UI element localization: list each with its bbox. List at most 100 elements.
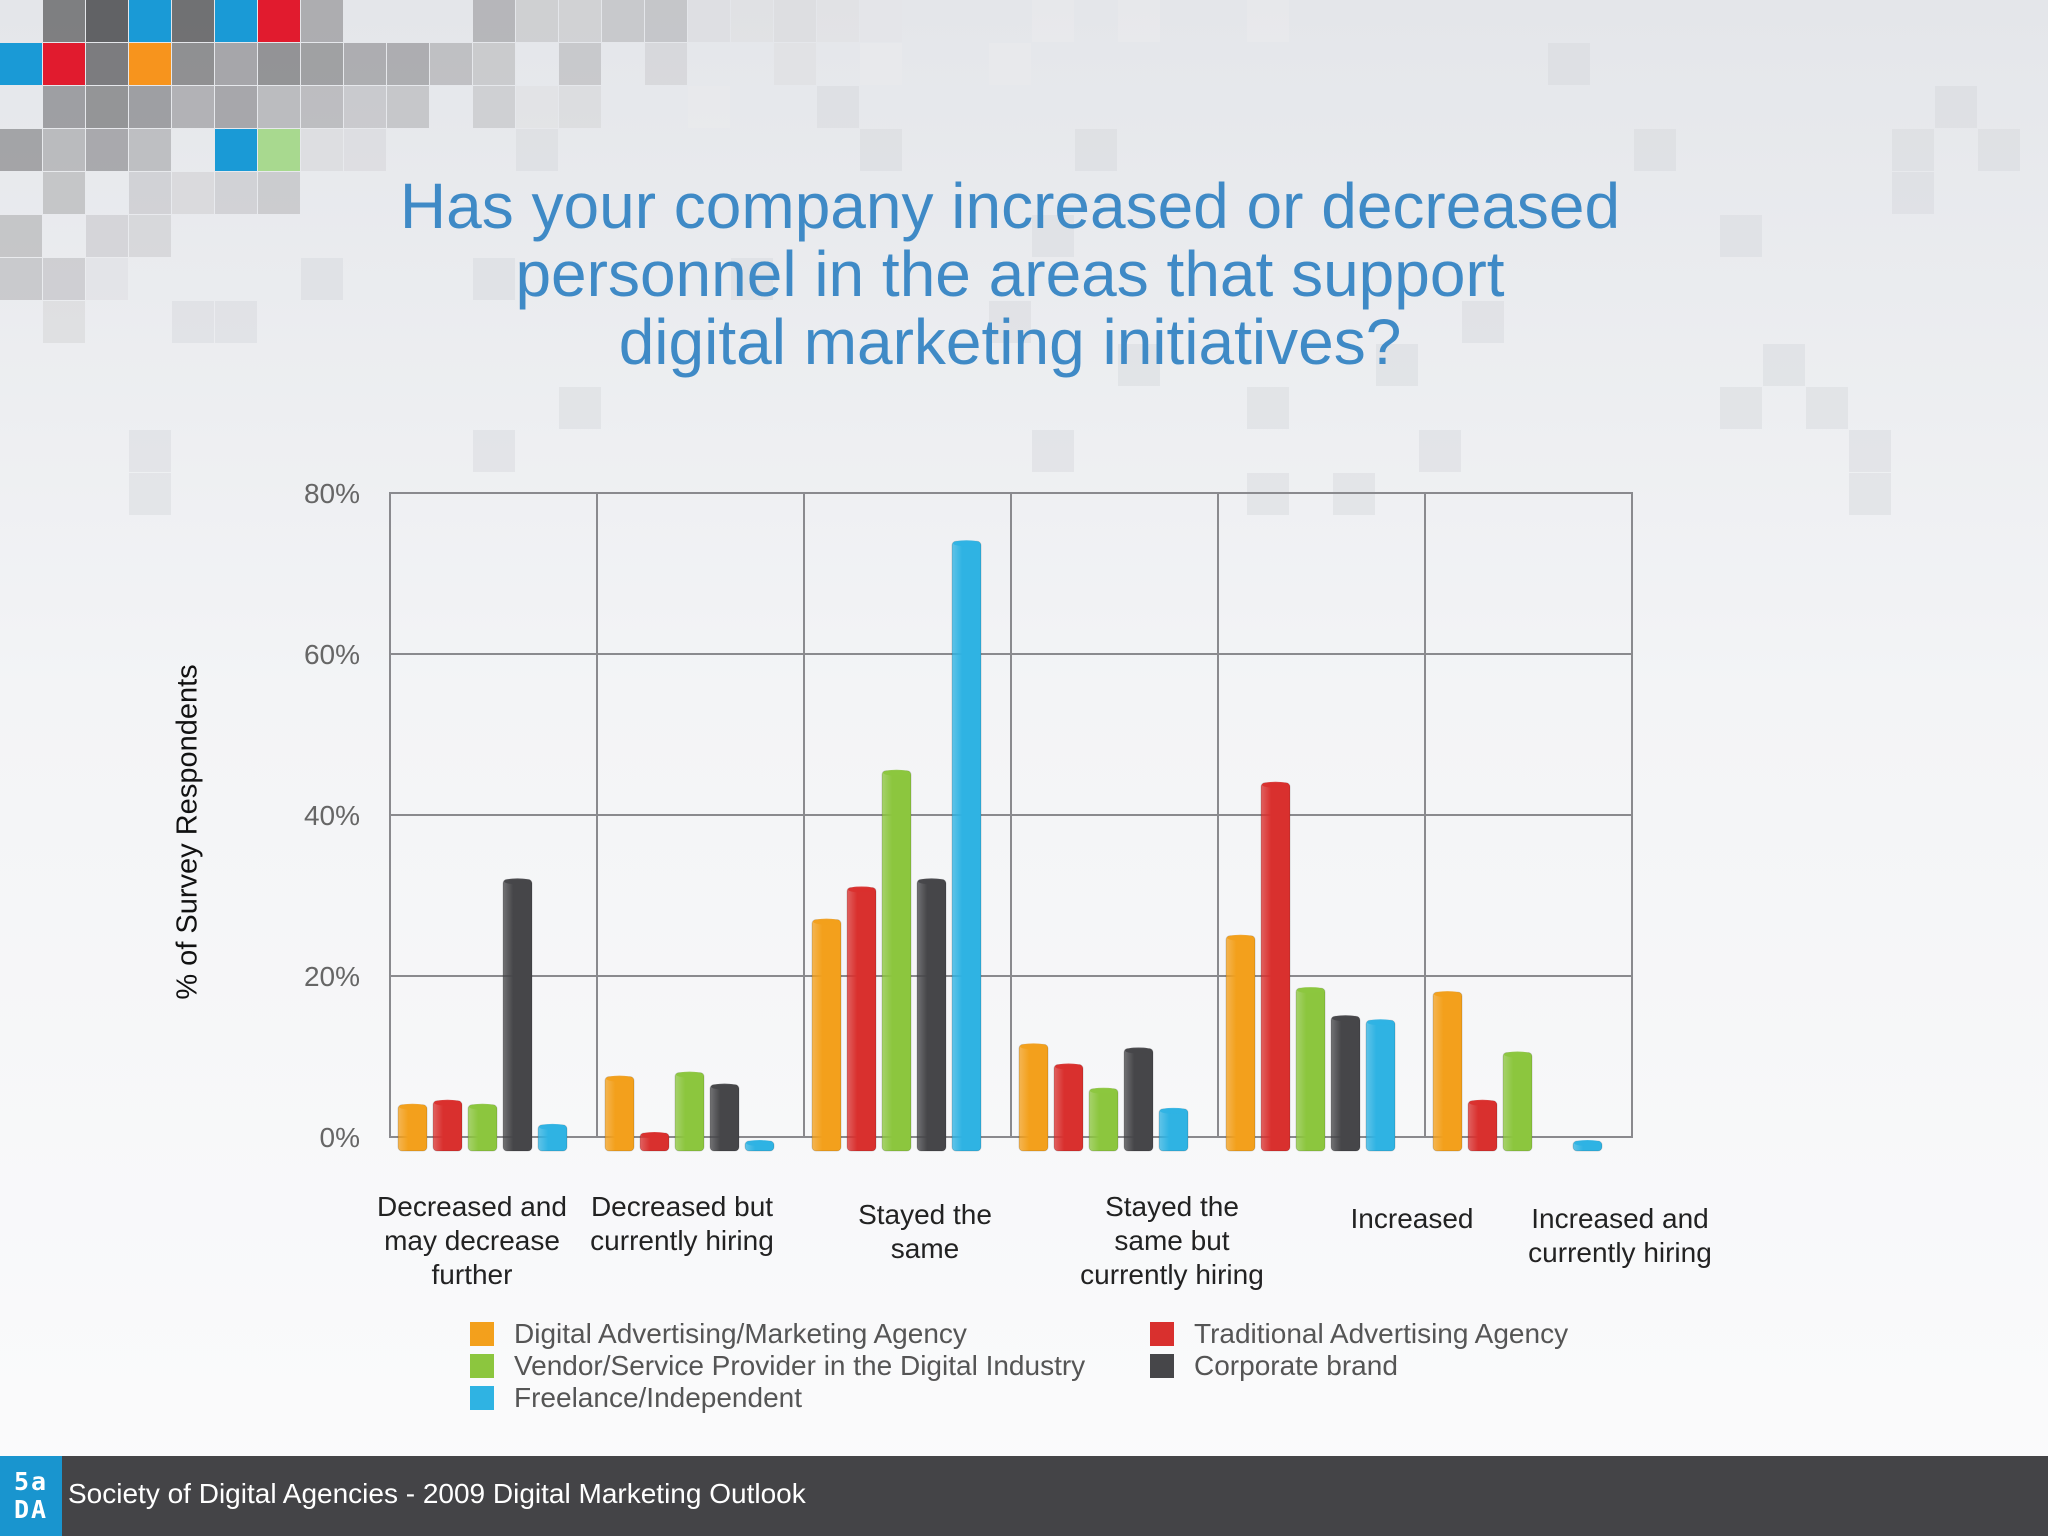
mosaic-tile	[817, 0, 859, 42]
mosaic-tile	[129, 86, 171, 128]
bar	[1088, 1088, 1119, 1152]
bar-cap	[1332, 1015, 1359, 1022]
bar	[1225, 935, 1256, 1152]
mosaic-tile	[1720, 215, 1762, 257]
mosaic-tile	[516, 86, 558, 128]
mosaic-tile	[731, 0, 773, 42]
mosaic-tile	[344, 129, 386, 171]
legend-label: Corporate brand	[1194, 1350, 1398, 1381]
x-category-label: Stayed the same but currently hiring	[1057, 1190, 1287, 1292]
mosaic-tile	[215, 43, 257, 85]
mosaic-tile	[86, 43, 128, 85]
bar	[604, 1076, 635, 1152]
mosaic-tile	[1247, 0, 1289, 42]
bar-cap	[1574, 1140, 1601, 1147]
legend-swatch	[470, 1386, 494, 1410]
x-category-label: Increased	[1297, 1202, 1527, 1236]
legend-item: Freelance/Independent	[470, 1382, 802, 1414]
bar	[467, 1104, 498, 1152]
mosaic-tile	[43, 172, 85, 214]
mosaic-tile	[602, 0, 644, 42]
mosaic-tile	[301, 43, 343, 85]
x-category-label-line: currently hiring	[1528, 1237, 1712, 1268]
mosaic-tile	[215, 0, 257, 42]
bar-cap	[1227, 934, 1254, 941]
legend-label: Digital Advertising/Marketing Agency	[514, 1318, 967, 1349]
bar-cap	[539, 1123, 566, 1130]
page-title: Has your company increased or decreased …	[300, 172, 1720, 376]
mosaic-tile	[258, 129, 300, 171]
mosaic-tile	[1720, 387, 1762, 429]
bar-cap	[918, 878, 945, 885]
x-category-label: Stayed the same	[810, 1198, 1040, 1266]
bar	[881, 770, 912, 1152]
bar	[709, 1084, 740, 1152]
mosaic-tile	[473, 430, 515, 472]
mosaic-tile	[129, 43, 171, 85]
mosaic-tile	[258, 86, 300, 128]
bar-cap	[606, 1075, 633, 1082]
x-category-label-line: same but	[1114, 1225, 1230, 1256]
mosaic-tile	[1763, 344, 1805, 386]
bar	[1467, 1100, 1498, 1152]
bar	[1432, 991, 1463, 1152]
bar-cap	[1434, 991, 1461, 998]
mosaic-tile	[86, 258, 128, 300]
x-category-label-line: Stayed the	[858, 1199, 992, 1230]
y-tick-label: 80%	[304, 478, 360, 509]
bar	[811, 919, 842, 1152]
bar	[1260, 782, 1291, 1152]
mosaic-tile	[172, 0, 214, 42]
bar-cap	[1262, 781, 1289, 788]
legend-swatch	[470, 1322, 494, 1346]
mosaic-tile	[215, 129, 257, 171]
mosaic-tile	[129, 129, 171, 171]
bar-cap	[953, 540, 980, 547]
bar	[916, 878, 947, 1152]
x-category-label-line: Decreased but	[590, 1191, 774, 1222]
bar	[1295, 987, 1326, 1152]
mosaic-tile	[860, 129, 902, 171]
bar	[432, 1100, 463, 1152]
bar	[1158, 1108, 1189, 1152]
mosaic-tile	[1978, 129, 2020, 171]
mosaic-tile	[645, 43, 687, 85]
bar-cap	[434, 1099, 461, 1106]
bar-cap	[1469, 1099, 1496, 1106]
mosaic-tile	[1247, 387, 1289, 429]
bar-cap	[1020, 1043, 1047, 1050]
mosaic-tile	[688, 86, 730, 128]
mosaic-tile	[129, 0, 171, 42]
x-category-label-line: currently hiring	[590, 1225, 774, 1256]
x-category-label-line: Increased and	[1531, 1203, 1709, 1234]
mosaic-tile	[86, 129, 128, 171]
bar-cap	[848, 886, 875, 893]
logo-text-bottom: DA	[13, 1495, 49, 1524]
x-category-label-line: same	[890, 1233, 960, 1264]
mosaic-tile	[172, 43, 214, 85]
mosaic-tile	[344, 86, 386, 128]
mosaic-tile	[559, 43, 601, 85]
mosaic-tile	[688, 0, 730, 42]
bar	[397, 1104, 428, 1152]
bar-cap	[883, 769, 910, 776]
mosaic-tile	[172, 301, 214, 343]
mosaic-tile	[215, 301, 257, 343]
mosaic-tile	[1892, 172, 1934, 214]
mosaic-tile	[43, 258, 85, 300]
mosaic-tile	[1376, 344, 1418, 386]
mosaic-tile	[1032, 215, 1074, 257]
y-tick-label: 40%	[304, 800, 360, 831]
bar	[1018, 1043, 1049, 1152]
bar-cap	[813, 918, 840, 925]
mosaic-tile	[1806, 387, 1848, 429]
x-category-label-line: Stayed the	[1105, 1191, 1239, 1222]
mosaic-tile	[1548, 43, 1590, 85]
mosaic-tile	[301, 86, 343, 128]
mosaic-tile	[258, 172, 300, 214]
bar	[1123, 1047, 1154, 1152]
bar	[502, 878, 533, 1152]
mosaic-tile	[989, 43, 1031, 85]
mosaic-tile	[1892, 129, 1934, 171]
bar	[1365, 1019, 1396, 1152]
